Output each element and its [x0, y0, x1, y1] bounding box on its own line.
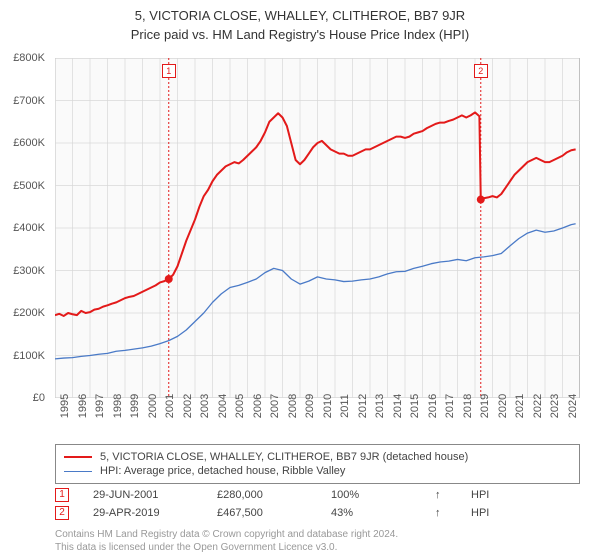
y-tick-label: £500K — [13, 180, 45, 192]
legend: 5, VICTORIA CLOSE, WHALLEY, CLITHEROE, B… — [55, 444, 580, 484]
chart-svg — [55, 58, 580, 398]
x-tick-label: 2005 — [234, 394, 246, 418]
sale-price: £280,000 — [217, 489, 307, 501]
x-axis: 1995199619971998199920002001200220032004… — [55, 402, 580, 442]
x-tick-label: 1998 — [112, 394, 124, 418]
chart-title: 5, VICTORIA CLOSE, WHALLEY, CLITHEROE, B… — [0, 0, 600, 23]
x-tick-label: 2002 — [182, 394, 194, 418]
x-tick-label: 2017 — [444, 394, 456, 418]
x-tick-label: 2015 — [409, 394, 421, 418]
legend-item: 5, VICTORIA CLOSE, WHALLEY, CLITHEROE, B… — [64, 450, 571, 464]
y-tick-label: £0 — [33, 392, 45, 404]
sale-hpi-label: HPI — [471, 507, 511, 519]
x-tick-label: 2009 — [304, 394, 316, 418]
x-tick-label: 2013 — [374, 394, 386, 418]
x-tick-label: 2020 — [497, 394, 509, 418]
x-tick-label: 2019 — [479, 394, 491, 418]
sale-row: 2 29-APR-2019 £467,500 43% ↑ HPI — [55, 504, 580, 522]
x-tick-label: 2010 — [322, 394, 334, 418]
x-tick-label: 2022 — [532, 394, 544, 418]
x-tick-label: 2016 — [427, 394, 439, 418]
sale-pct: 43% — [331, 507, 411, 519]
y-axis: £0£100K£200K£300K£400K£500K£600K£700K£80… — [0, 58, 50, 398]
x-tick-label: 2011 — [339, 394, 351, 418]
y-tick-label: £400K — [13, 222, 45, 234]
sale-hpi-label: HPI — [471, 489, 511, 501]
legend-label: HPI: Average price, detached house, Ribb… — [100, 465, 345, 477]
legend-label: 5, VICTORIA CLOSE, WHALLEY, CLITHEROE, B… — [100, 451, 468, 463]
plot-area: 12 — [55, 58, 580, 398]
x-tick-label: 1995 — [59, 394, 71, 418]
sale-marker-badge: 1 — [55, 488, 69, 502]
x-tick-label: 2014 — [392, 394, 404, 418]
y-tick-label: £100K — [13, 350, 45, 362]
sale-date: 29-JUN-2001 — [93, 489, 193, 501]
chart-subtitle: Price paid vs. HM Land Registry's House … — [0, 23, 600, 50]
x-tick-label: 1999 — [129, 394, 141, 418]
x-tick-label: 2007 — [269, 394, 281, 418]
x-tick-label: 2000 — [147, 394, 159, 418]
x-tick-label: 2008 — [287, 394, 299, 418]
sale-arrow-icon: ↑ — [435, 489, 447, 501]
footer-line-1: Contains HM Land Registry data © Crown c… — [55, 528, 580, 541]
x-tick-label: 2023 — [549, 394, 561, 418]
y-tick-label: £300K — [13, 265, 45, 277]
legend-swatch — [64, 471, 92, 472]
sale-price: £467,500 — [217, 507, 307, 519]
sale-marker-2: 2 — [474, 64, 488, 78]
sale-pct: 100% — [331, 489, 411, 501]
footer-line-2: This data is licensed under the Open Gov… — [55, 541, 580, 554]
legend-item: HPI: Average price, detached house, Ribb… — [64, 464, 571, 478]
legend-swatch — [64, 456, 92, 458]
y-tick-label: £600K — [13, 137, 45, 149]
sale-row: 1 29-JUN-2001 £280,000 100% ↑ HPI — [55, 486, 580, 504]
y-tick-label: £200K — [13, 307, 45, 319]
chart-container: 5, VICTORIA CLOSE, WHALLEY, CLITHEROE, B… — [0, 0, 600, 560]
footer: Contains HM Land Registry data © Crown c… — [55, 528, 580, 554]
x-tick-label: 2004 — [217, 394, 229, 418]
x-tick-label: 2012 — [357, 394, 369, 418]
sale-marker-badge: 2 — [55, 506, 69, 520]
y-tick-label: £700K — [13, 95, 45, 107]
sales-table: 1 29-JUN-2001 £280,000 100% ↑ HPI 2 29-APR-2019… — [55, 486, 580, 522]
x-tick-label: 2003 — [199, 394, 211, 418]
x-tick-label: 1996 — [77, 394, 89, 418]
y-tick-label: £800K — [13, 52, 45, 64]
sale-marker-1: 1 — [162, 64, 176, 78]
x-tick-label: 1997 — [94, 394, 106, 418]
x-tick-label: 2001 — [164, 394, 176, 418]
x-tick-label: 2018 — [462, 394, 474, 418]
x-tick-label: 2024 — [567, 394, 579, 418]
sale-arrow-icon: ↑ — [435, 507, 447, 519]
sale-date: 29-APR-2019 — [93, 507, 193, 519]
x-tick-label: 2006 — [252, 394, 264, 418]
x-tick-label: 2021 — [514, 394, 526, 418]
